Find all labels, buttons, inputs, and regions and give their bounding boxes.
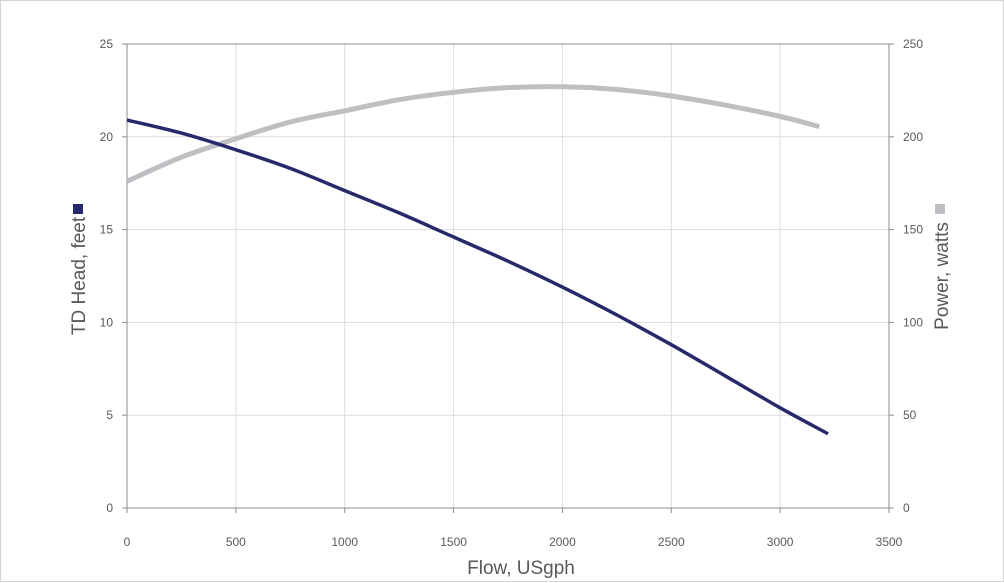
gridlines [127, 44, 889, 508]
y2-axis-title: Power, watts [932, 222, 953, 330]
x-tick-label: 3500 [876, 535, 903, 549]
x-tick-label: 3000 [767, 535, 794, 549]
x-tick-label: 2500 [658, 535, 685, 549]
y-axis-title-group: TD Head, feet [69, 216, 90, 335]
power-series-line [125, 84, 820, 184]
y2-tick-label: 0 [903, 501, 910, 515]
series-lines [125, 84, 829, 436]
axes [122, 43, 894, 513]
x-axis-title: Flow, USgph [467, 558, 575, 579]
y-tick-label: 15 [100, 223, 114, 237]
x-tick-label: 1000 [331, 535, 358, 549]
x-tick-label: 2000 [549, 535, 576, 549]
y2-tick-label: 100 [903, 315, 923, 329]
y-tick-label: 5 [106, 408, 113, 422]
plot-area-border [126, 43, 890, 509]
y2-axis-series-marker [935, 204, 945, 214]
y-tick-label: 10 [100, 315, 114, 329]
y2-tick-label: 150 [903, 223, 923, 237]
y2-tick-label: 50 [903, 408, 917, 422]
x-tick-label: 500 [226, 535, 246, 549]
x-tick-label: 0 [124, 535, 131, 549]
y2-axis-title-group: Power, watts [932, 222, 953, 330]
x-tick-label: 1500 [440, 535, 467, 549]
y-tick-label: 25 [100, 37, 114, 51]
tick-labels: 0 500 1000 1500 2000 2500 3000 3500051015202505… [100, 37, 924, 549]
y-tick-label: 0 [106, 501, 113, 515]
y-axis-title: TD Head, feet [69, 216, 90, 335]
y-tick-label: 20 [100, 130, 114, 144]
head-series-line [126, 118, 829, 436]
y-axis-series-marker [73, 204, 83, 214]
y2-tick-label: 250 [903, 37, 923, 51]
y2-tick-label: 200 [903, 130, 923, 144]
